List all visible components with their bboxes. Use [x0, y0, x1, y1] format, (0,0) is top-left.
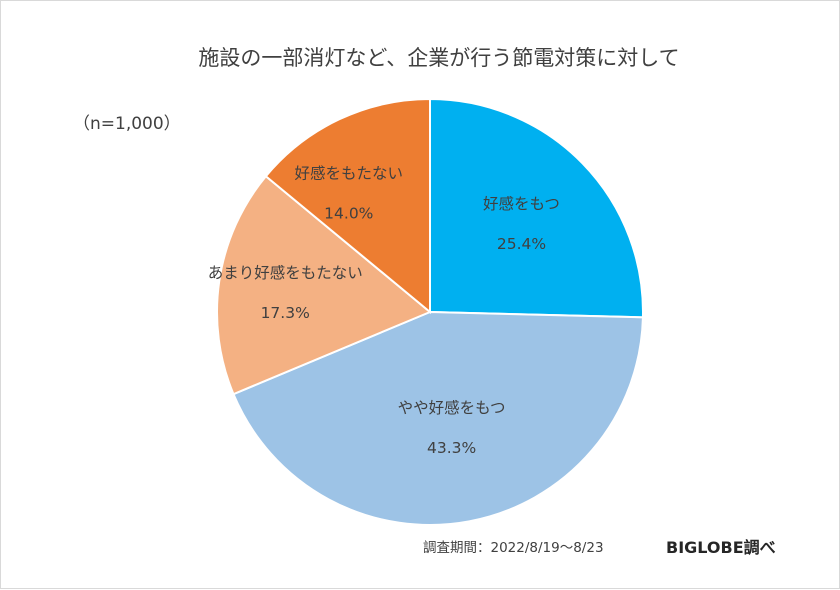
slice-category-label: やや好感をもつ — [398, 399, 506, 417]
slice-value-label: 43.3% — [427, 439, 476, 457]
slice-somewhat-negative — [216, 174, 432, 396]
chart-subtitle: （n=1,000） — [73, 114, 181, 134]
slice-labels: 好感をもつ 25.4% やや好感をもつ 43.3% あまり好感をもたない 17.3% 好感を… — [208, 165, 560, 458]
slice-category-label: 好感をもつ — [483, 195, 560, 213]
source-credit: BIGLOBE調べ — [666, 538, 776, 557]
slice-value-label: 17.3% — [261, 304, 310, 322]
slice-value-label: 25.4% — [497, 235, 546, 253]
slice-somewhat-positive — [232, 310, 644, 526]
slice-category-label: 好感をもたない — [295, 165, 404, 183]
slice-category-label: あまり好感をもたない — [208, 264, 363, 282]
pie-slices — [216, 97, 644, 526]
slice-negative — [264, 97, 431, 315]
slice-value-label: 14.0% — [324, 205, 373, 223]
slice-strongly-positive — [429, 97, 644, 319]
chart-title: 施設の一部消灯など、企業が行う節電対策に対して — [198, 46, 679, 70]
survey-period: 調査期間：2022/8/19～8/23 — [423, 540, 604, 556]
